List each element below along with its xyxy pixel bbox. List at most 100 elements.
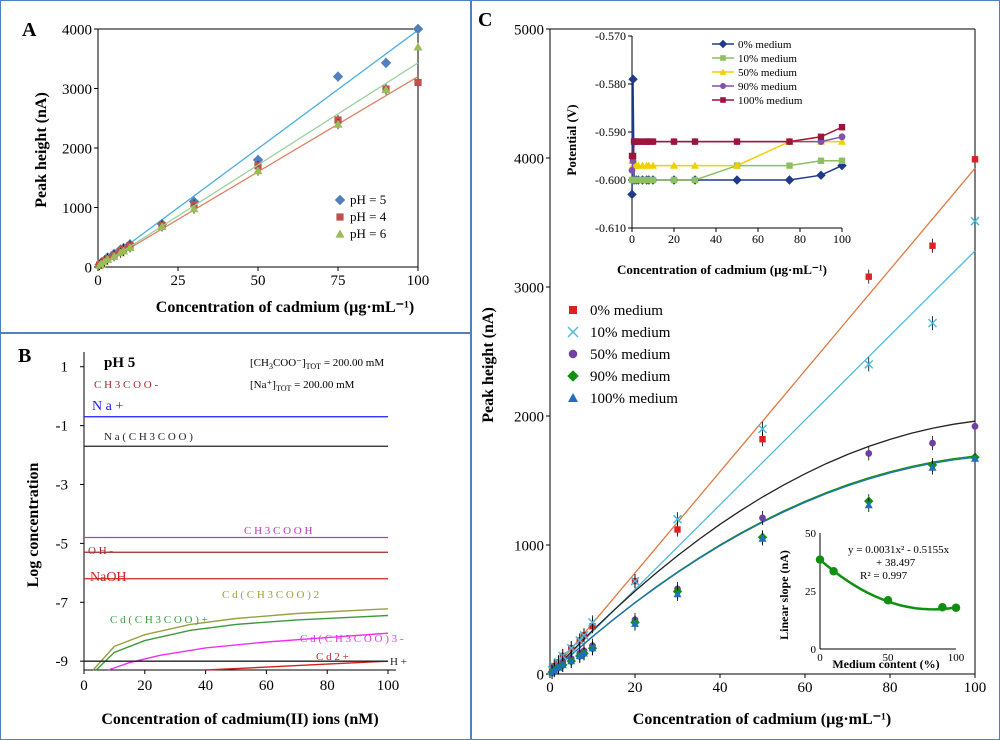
panel-b-species-label: C d ( C H 3 C O O ) 2 <box>222 589 319 601</box>
panel-c-point <box>864 359 874 369</box>
panel-c-point <box>929 439 936 447</box>
panel-c-legend-marker <box>569 306 577 314</box>
panel-c-legend-marker <box>567 326 579 338</box>
panel-a-x-tick-label: 75 <box>331 273 346 289</box>
panel-c-point <box>587 617 598 627</box>
panel-c-xlabel: Concentration of cadmium (µg·mL⁻¹) <box>633 711 891 728</box>
panel-c-y-tick-label: 5000 <box>514 22 544 38</box>
panel-b-species-label: H + <box>390 656 407 668</box>
panel-c-fit-line <box>549 167 976 675</box>
panel-b-ylabel: Log concentration <box>25 462 42 587</box>
panel-a-fit-line <box>97 62 419 268</box>
panel-a-point <box>413 42 423 51</box>
panel-b-species-label: C d 2 + <box>316 651 349 663</box>
panel-c-point <box>928 463 937 471</box>
panel-c-point <box>971 454 979 462</box>
inset-slope-point <box>883 596 893 605</box>
inset-potential-point <box>649 176 657 184</box>
panel-c-point <box>575 651 584 660</box>
inset-potential-point <box>645 176 652 184</box>
inset-potential-point <box>628 74 638 84</box>
panel-c-x-tick-label: 80 <box>883 680 898 696</box>
inset-slope-y-tick-label: 50 <box>805 528 817 540</box>
panel-c-point <box>864 501 873 509</box>
panel-b-species-label: NaOH <box>90 570 127 585</box>
panel-c-point <box>630 576 640 586</box>
panel-b-x-tick-label: 60 <box>259 678 274 694</box>
panel-a-y-tick-label: 2000 <box>62 141 92 157</box>
panel-c-legend-marker <box>568 393 578 402</box>
inset-slope-x-tick-label: 0 <box>817 652 823 664</box>
panel-a-legend-label: pH = 6 <box>350 226 387 241</box>
panel-c-point <box>929 242 936 249</box>
panel-b-curve-cd2- <box>205 660 389 671</box>
panel-a-legend-marker <box>334 194 346 206</box>
panel-a-legend-label: pH = 4 <box>350 209 387 224</box>
inset-potential-point <box>635 138 642 145</box>
panel-b-xlabel: Concentration of cadmium(II) ions (nM) <box>101 711 378 728</box>
panel-c-point <box>567 657 576 665</box>
inset-potential-point <box>786 138 793 145</box>
inset-potential-point <box>691 161 699 169</box>
panel-c-point <box>927 318 938 328</box>
inset-potential-y-tick-label: -0.570 <box>595 29 626 43</box>
panel-c-point <box>759 436 766 443</box>
panel-a-point <box>157 222 167 231</box>
inset-potential-legend-marker <box>720 55 726 61</box>
panel-a-legend-label: pH = 5 <box>350 192 386 207</box>
inset-potential-legend-marker <box>720 83 726 89</box>
panel-b-y-tick-label: -3 <box>56 478 69 494</box>
inset-slope-equation-3: R² = 0.997 <box>860 570 908 582</box>
panel-c-legend-label: 0% medium <box>590 303 663 319</box>
inset-potential-x-tick-label: 80 <box>794 232 806 246</box>
panel-b-x-tick-label: 40 <box>198 678 213 694</box>
inset-potential-point <box>691 176 699 184</box>
panel-a-legend-marker <box>336 213 344 221</box>
inset-potential-y-tick-label: -0.600 <box>595 173 626 187</box>
panel-c-point <box>865 273 872 280</box>
inset-potential-point <box>639 176 646 184</box>
panel-c-y-tick-label: 0 <box>537 667 545 683</box>
panel-c-point <box>970 216 980 226</box>
inset-slope-point <box>938 602 947 612</box>
inset-potential-point <box>691 138 699 145</box>
panel-label-a: A <box>22 19 37 41</box>
inset-slope-equation-2: + 38.497 <box>876 557 916 569</box>
inset-potential-point <box>786 162 793 169</box>
panel-b-annotation-acetate: [CH3COO⁻]TOT = 200.00 mM <box>250 357 384 371</box>
panel-b-y-tick-label: -9 <box>56 654 69 670</box>
panel-c-x-tick-label: 60 <box>798 680 813 696</box>
inset-potential-x-tick-label: 0 <box>629 232 635 246</box>
panel-c-x-tick-label: 100 <box>964 680 987 696</box>
inset-potential-x-tick-label: 20 <box>668 232 680 246</box>
inset-slope-y-tick-label: 0 <box>811 644 817 656</box>
panel-c-point <box>554 663 563 671</box>
panel-c-legend-label: 50% medium <box>590 347 671 363</box>
inset-slope-xlabel: Medium content (%) <box>832 657 939 671</box>
panel-c-point <box>673 590 682 598</box>
panel-a-ylabel: Peak height (nA) <box>33 92 50 208</box>
panel-a-x-tick-label: 25 <box>171 273 186 289</box>
panel-b-chart: 0 20 40 60 80 100 1 -1 -3 -5 -7 -9 C H 3 C O O - N a … <box>56 352 407 694</box>
panel-c-legend-label: 10% medium <box>590 325 671 341</box>
panel-c-x-tick-label: 0 <box>546 680 554 696</box>
panel-b-species-label: C d ( C H 3 C O O ) + <box>110 614 208 626</box>
inset-potential-legend-label: 50% medium <box>738 67 797 79</box>
panel-c-point <box>580 649 588 657</box>
panel-label-b: B <box>18 345 31 367</box>
inset-slope-chart: 0 50 100 0 25 50 <box>805 528 965 664</box>
panel-a-legend: pH = 5 pH = 4 pH = 6 <box>334 192 387 241</box>
panel-a-point <box>119 246 129 255</box>
panel-c-point <box>971 422 979 430</box>
panel-a-point <box>125 242 135 251</box>
inset-potential-legend-label: 0% medium <box>738 39 792 51</box>
panel-c-point <box>631 619 639 627</box>
panel-b-species-label: N a ( C H 3 C O O ) <box>104 431 193 443</box>
panel-c-x-tick-label: 40 <box>713 680 728 696</box>
panel-b-x-tick-label: 80 <box>320 678 335 694</box>
inset-potential-point <box>838 157 846 164</box>
panel-c-ylabel: Peak height (nA) <box>480 307 497 423</box>
inset-slope-point <box>829 567 838 576</box>
inset-potential-y-tick-label: -0.580 <box>595 77 626 91</box>
inset-potential-legend-marker <box>718 39 728 49</box>
